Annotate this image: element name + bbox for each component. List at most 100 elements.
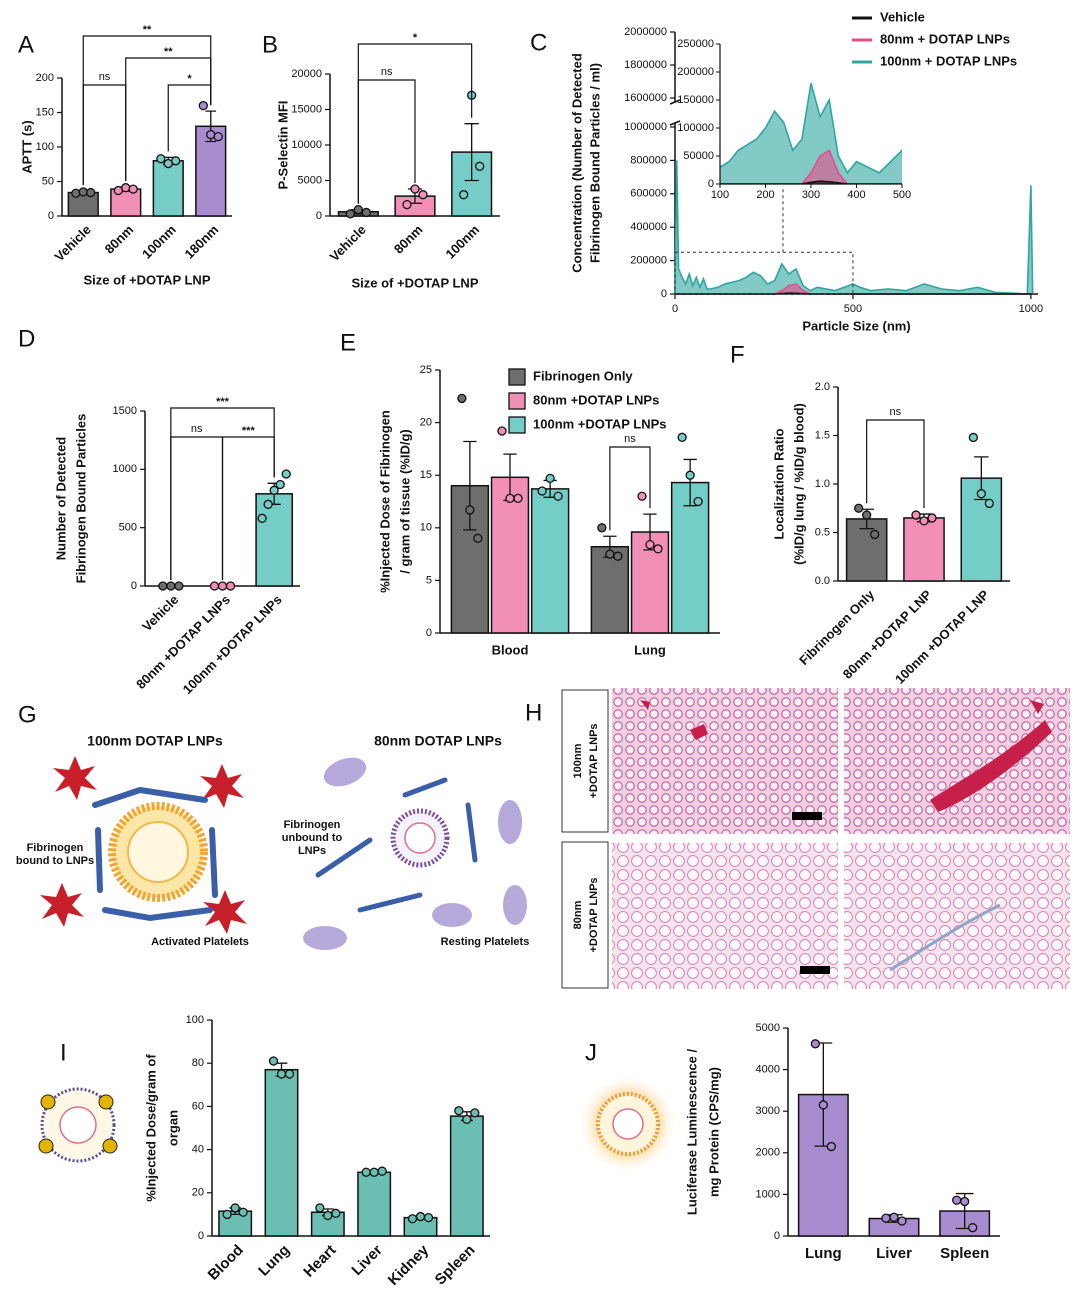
vessel [889, 903, 1001, 972]
data-point [209, 581, 220, 591]
x-tick-label: Lung [255, 1242, 293, 1280]
x-tick-label: Blood [205, 1242, 247, 1284]
y-axis-label: Localization Ratio [771, 428, 786, 539]
diagram-note: unbound to [282, 832, 343, 844]
data-point [315, 1203, 325, 1213]
data-point [475, 161, 485, 171]
x-axis-label: Particle Size (nm) [802, 318, 910, 333]
histology-image [844, 843, 1070, 989]
inset-x-tick-label: 100 [711, 189, 729, 201]
x-tick-label: Spleen [432, 1242, 479, 1289]
data-point [323, 1210, 333, 1221]
x-axis-label: Size of +DOTAP LNP [83, 272, 210, 287]
data-point [810, 1039, 820, 1049]
row-label: 80nm [572, 900, 584, 929]
bar [903, 517, 945, 582]
data-point [230, 1203, 240, 1213]
bar [255, 493, 294, 587]
y-tick-label: 20 [420, 417, 432, 429]
y-tick-label: 200 [36, 72, 54, 84]
data-point [276, 1069, 287, 1079]
row-label: +DOTAP LNPs [588, 877, 600, 952]
y-axis-label: %Injected Dose of Fibrinogen [377, 410, 392, 593]
inset-y-tick-label: 0 [708, 178, 714, 190]
significance-bracket [357, 43, 473, 204]
inset-x-tick-label: 200 [756, 189, 774, 201]
vessel [930, 720, 1052, 812]
y-tick-label: 15 [420, 469, 432, 481]
significance-bracket [125, 57, 212, 182]
y-tick-label: 0 [426, 627, 432, 639]
data-point [605, 549, 615, 559]
y-tick-label: 200000 [630, 255, 667, 267]
y-tick-label: 20000 [291, 68, 322, 80]
zoom-box [674, 251, 854, 295]
error-bar [683, 458, 697, 507]
data-point [222, 1209, 232, 1220]
data-point [927, 513, 937, 523]
data-point [217, 581, 228, 591]
data-point [206, 129, 216, 140]
y-axis-label: organ [165, 1110, 180, 1146]
data-point [537, 486, 547, 496]
series-line [720, 180, 902, 184]
significance-label: *** [216, 396, 230, 408]
series-area [720, 150, 902, 184]
significance-bracket [866, 419, 925, 509]
y-tick-label: 0 [774, 1230, 780, 1242]
x-tick-label: 100nm [442, 222, 482, 262]
x-tick-label: 80nm [391, 222, 426, 257]
data-point [862, 510, 872, 520]
error-bar [464, 123, 479, 182]
y-tick-label: 2.0 [815, 381, 830, 393]
y-tick-label: 400000 [630, 221, 667, 233]
y-axis-label: P-Selectin MFI [275, 101, 290, 190]
data-point [473, 533, 483, 543]
y-tick-label: 1500 [113, 405, 137, 417]
panel-letter: F [730, 341, 745, 368]
data-point [470, 1108, 480, 1118]
bar [357, 1171, 392, 1237]
y-tick-label: 1600000 [624, 92, 667, 104]
legend-swatch [508, 416, 526, 434]
data-point [693, 496, 703, 507]
y-tick-label: 100 [36, 141, 54, 153]
activated-platelets [40, 756, 247, 934]
data-point [497, 426, 507, 436]
data-point [284, 1069, 295, 1079]
y-tick-label: 1.0 [815, 478, 830, 490]
data-point [457, 393, 467, 404]
inset-plot: 0 50000 100000 150000 200000 250000 100 200 300 4… [677, 38, 911, 201]
series-line [720, 82, 902, 175]
data-point [613, 551, 623, 561]
resting-platelets [303, 757, 527, 950]
y-tick-label: 20 [192, 1187, 204, 1199]
significance-bracket [221, 436, 275, 580]
x-tick-label: Lung [634, 642, 666, 657]
y-axis-label: Luciferase Luminescence / [684, 1049, 699, 1216]
data-point [369, 1167, 379, 1177]
x-tick-label: 0 [672, 303, 678, 315]
lnp-core [127, 821, 189, 883]
data-point [870, 529, 880, 540]
bar [670, 481, 710, 634]
legend-swatch [508, 368, 526, 386]
significance-label: * [413, 32, 418, 44]
data-point [174, 581, 184, 591]
data-point [121, 183, 131, 193]
data-point [685, 470, 695, 480]
x-tick-label: 500 [844, 303, 862, 315]
series-line [674, 160, 1034, 295]
legend-label: 100nm +DOTAP LNPs [533, 416, 667, 431]
panel-letter: E [340, 329, 356, 356]
y-tick-label: 500 [119, 522, 137, 534]
panel-letter: I [60, 1039, 67, 1066]
y-tick-label: 2000 [756, 1147, 780, 1159]
inset-x-tick-label: 500 [893, 189, 911, 201]
data-point [881, 1213, 891, 1223]
data-point [553, 491, 563, 501]
bar [845, 518, 888, 582]
data-point [976, 489, 986, 499]
data-point [269, 485, 279, 495]
lnp-icon [38, 1087, 118, 1163]
